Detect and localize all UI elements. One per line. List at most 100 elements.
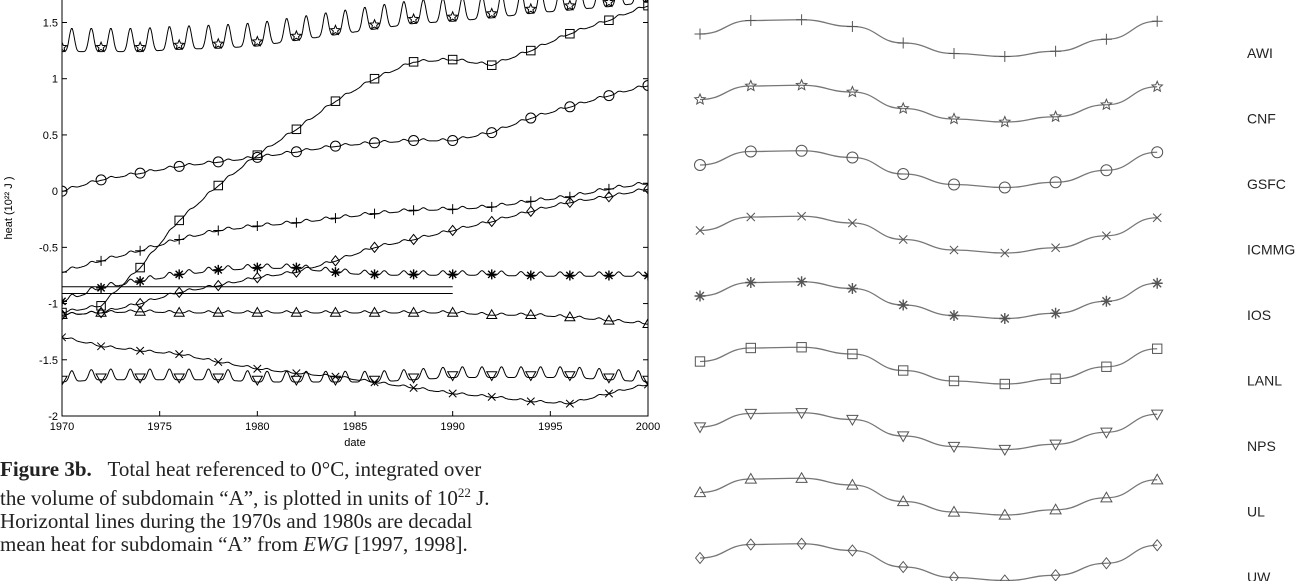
legend-marker [695, 226, 705, 235]
data-point-nps [95, 373, 107, 384]
legend-marker [795, 471, 808, 483]
legend-marker [1050, 45, 1062, 57]
legend-label: UL [1247, 504, 1265, 520]
data-point-ul [173, 306, 186, 317]
data-point-nps [329, 375, 342, 387]
legend-entry-gsfc: GSFC [694, 144, 1286, 194]
data-point-uw [408, 233, 419, 246]
legend-marker [999, 574, 1010, 581]
data-point-lanl [604, 15, 614, 25]
data-point-gsfc [95, 174, 107, 186]
data-point-nps [62, 375, 68, 387]
legend-entry-lanl: LANL [694, 342, 1282, 390]
data-point-gsfc [603, 90, 615, 102]
data-point-lanl [643, 0, 648, 11]
legend-marker [896, 101, 910, 115]
x-tick-label: 1980 [245, 421, 269, 433]
data-point-ul [446, 306, 459, 317]
legend-marker [693, 422, 707, 434]
data-point-icmmg [487, 392, 496, 401]
data-point-cnf [368, 18, 381, 30]
series-ul [62, 305, 648, 329]
legend-marker [745, 15, 757, 26]
legend-marker [948, 178, 960, 191]
series-ios [62, 262, 648, 307]
x-tick-label: 1990 [440, 421, 464, 433]
legend-line [699, 19, 1158, 58]
legend-marker [796, 14, 808, 26]
legend-marker [847, 544, 858, 557]
data-point-awi [213, 225, 224, 236]
legend-marker [1152, 343, 1163, 354]
caption-ewg: EWG [303, 532, 349, 556]
data-point-lanl [62, 307, 67, 318]
y-axis-label: heat (10²² J ) [3, 177, 15, 240]
legend-label: ICMMG [1247, 242, 1295, 258]
data-point-gsfc [212, 156, 224, 168]
legend-marker [1099, 97, 1113, 111]
data-point-uw [135, 297, 145, 310]
data-point-uw [174, 286, 184, 299]
data-point-uw [565, 196, 575, 209]
data-point-ios [564, 270, 575, 281]
data-point-icmmg [214, 357, 223, 367]
data-point-nps [212, 373, 225, 384]
legend-marker [1100, 295, 1112, 307]
legend-marker [1151, 277, 1163, 289]
data-point-ul [368, 306, 381, 317]
data-point-awi [447, 204, 458, 215]
y-tick-label: -2 [48, 411, 58, 423]
data-point-lanl [408, 57, 419, 67]
data-point-ios [408, 269, 419, 280]
data-point-ios [252, 262, 263, 273]
legend-label: GSFC [1247, 176, 1286, 192]
data-point-awi [643, 178, 648, 189]
data-point-uw [448, 224, 458, 237]
legend-marker [694, 159, 706, 171]
legend-label: IOS [1247, 307, 1271, 323]
data-point-icmmg [175, 350, 184, 359]
y-tick-label: 0 [52, 186, 58, 198]
legend-marker [948, 48, 960, 59]
data-point-gsfc [642, 79, 648, 91]
data-point-cnf [602, 0, 615, 8]
legend-marker [1049, 439, 1062, 451]
series-line-icmmg [62, 337, 648, 405]
caption-text-1: Total heat referenced to 0°C, integrated… [107, 457, 482, 481]
legend-marker [998, 181, 1011, 194]
series-awi [62, 178, 648, 278]
legend-marker [1100, 491, 1113, 503]
data-point-ul [290, 306, 303, 317]
legend-marker [745, 538, 756, 551]
data-point-awi [174, 234, 185, 245]
caption-text-2-end: J. [470, 486, 490, 510]
data-point-gsfc [525, 112, 537, 124]
legend-marker [846, 478, 859, 490]
data-point-ul [485, 308, 498, 320]
legend-marker [746, 212, 756, 222]
legend-marker [1000, 248, 1010, 258]
figure-caption: Figure 3b. Total heat referenced to 0°C,… [0, 458, 650, 556]
data-point-gsfc [173, 160, 185, 172]
legend-marker [896, 431, 910, 443]
legend-marker [693, 92, 707, 106]
data-point-awi [369, 208, 380, 219]
legend-marker [1100, 33, 1112, 45]
legend-marker [998, 444, 1012, 457]
data-point-ul [603, 314, 615, 325]
data-point-icmmg [96, 342, 106, 351]
data-point-cnf [134, 40, 147, 53]
legend-marker [998, 508, 1012, 520]
legend-marker [795, 78, 809, 91]
legend-entry-nps: NPS [693, 408, 1276, 457]
legend-marker [1100, 427, 1113, 439]
data-point-gsfc [134, 167, 146, 179]
data-point-cnf [329, 24, 342, 36]
series-lanl [62, 0, 648, 318]
data-point-gsfc [408, 135, 420, 147]
y-tick-label: 1.5 [43, 17, 58, 29]
data-point-lanl [213, 180, 224, 191]
legend-marker [896, 494, 910, 507]
data-point-lanl [291, 124, 302, 135]
data-point-cnf [407, 12, 420, 25]
